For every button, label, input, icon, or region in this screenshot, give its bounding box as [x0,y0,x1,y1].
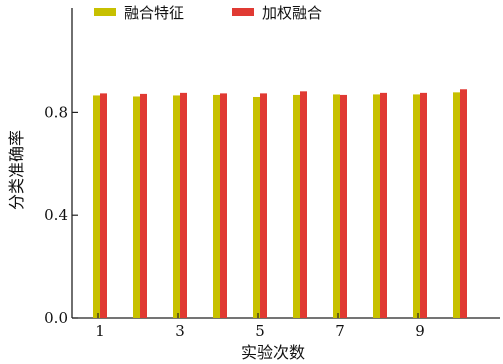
x-axis-title: 实验次数 [241,343,305,362]
bar-series-2-cat-2 [140,93,147,318]
bar-series-2-cat-7 [340,94,347,318]
bar-series-2-cat-4 [220,93,227,318]
bar-series-2-cat-1 [100,93,107,318]
bar-series-2-cat-10 [460,89,467,319]
bar-series-1-cat-8 [373,94,380,318]
bar-series-2-cat-3 [180,92,187,318]
bar-series-2-cat-5 [260,93,267,318]
bars-group [93,89,467,319]
bar-series-1-cat-4 [213,94,220,318]
y-ticks: 0.0 0.4 0.8 [44,103,78,327]
x-tick-label: 7 [335,322,345,340]
legend-swatch-series-2 [232,8,254,16]
x-ticks: 1 3 5 7 9 [95,313,425,340]
legend: 融合特征 加权融合 [94,4,322,22]
bar-series-1-cat-10 [453,92,460,318]
legend-label-series-2: 加权融合 [262,4,322,22]
y-tick-label: 0.0 [44,309,68,327]
bar-series-1-cat-7 [333,94,340,318]
bar-series-1-cat-6 [293,94,300,318]
x-tick-label: 9 [415,322,425,340]
y-axis-title: 分类准确率 [7,130,26,210]
bar-series-1-cat-5 [253,96,260,318]
y-tick-label: 0.8 [44,103,68,121]
bar-series-1-cat-9 [413,94,420,318]
bar-series-1-cat-1 [93,95,100,318]
bar-series-1-cat-2 [133,96,140,318]
bar-series-2-cat-6 [300,91,307,319]
legend-label-series-1: 融合特征 [124,4,184,22]
x-tick-label: 5 [255,322,265,340]
legend-swatch-series-1 [94,8,116,16]
bar-series-2-cat-8 [380,92,387,318]
x-tick-label: 1 [95,322,105,340]
y-tick-label: 0.4 [44,206,68,224]
bar-series-2-cat-9 [420,92,427,318]
x-tick-label: 3 [175,322,185,340]
bar-series-1-cat-3 [173,95,180,318]
